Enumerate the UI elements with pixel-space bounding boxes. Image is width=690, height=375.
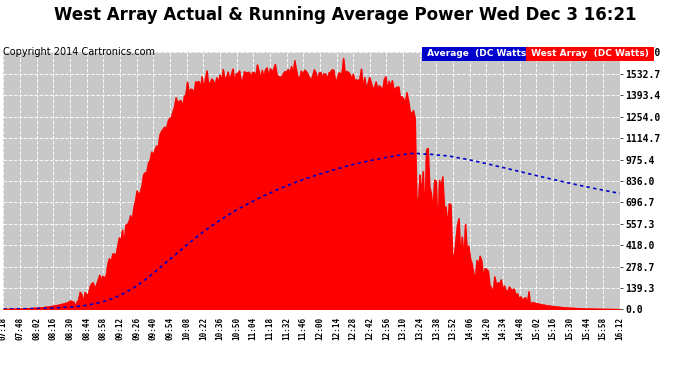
Text: 08:30: 08:30 bbox=[66, 317, 75, 340]
Text: 13:38: 13:38 bbox=[432, 317, 441, 340]
Text: 11:04: 11:04 bbox=[249, 317, 258, 340]
Text: 11:46: 11:46 bbox=[299, 317, 308, 340]
Text: 12:28: 12:28 bbox=[348, 317, 357, 340]
Text: 12:56: 12:56 bbox=[382, 317, 391, 340]
Text: 14:20: 14:20 bbox=[482, 317, 491, 340]
Text: 08:58: 08:58 bbox=[99, 317, 108, 340]
Text: West Array Actual & Running Average Power Wed Dec 3 16:21: West Array Actual & Running Average Powe… bbox=[54, 6, 636, 24]
Text: 09:40: 09:40 bbox=[149, 317, 158, 340]
Text: 14:48: 14:48 bbox=[515, 317, 524, 340]
Text: 13:52: 13:52 bbox=[448, 317, 457, 340]
Text: 15:44: 15:44 bbox=[582, 317, 591, 340]
Text: 15:30: 15:30 bbox=[565, 317, 574, 340]
Text: 13:24: 13:24 bbox=[415, 317, 424, 340]
Text: Copyright 2014 Cartronics.com: Copyright 2014 Cartronics.com bbox=[3, 47, 155, 57]
Text: 08:02: 08:02 bbox=[32, 317, 41, 340]
Text: 16:12: 16:12 bbox=[615, 317, 624, 340]
Text: 12:00: 12:00 bbox=[315, 317, 324, 340]
Text: 15:58: 15:58 bbox=[598, 317, 607, 340]
Text: 15:02: 15:02 bbox=[532, 317, 541, 340]
Text: 10:50: 10:50 bbox=[232, 317, 241, 340]
Text: 14:34: 14:34 bbox=[499, 317, 508, 340]
Text: 10:36: 10:36 bbox=[215, 317, 224, 340]
Text: 10:08: 10:08 bbox=[182, 317, 191, 340]
Text: 11:32: 11:32 bbox=[282, 317, 291, 340]
Text: 10:22: 10:22 bbox=[199, 317, 208, 340]
Text: 09:12: 09:12 bbox=[115, 317, 124, 340]
Text: Average  (DC Watts): Average (DC Watts) bbox=[424, 50, 534, 58]
Text: 08:16: 08:16 bbox=[49, 317, 58, 340]
Text: 07:18: 07:18 bbox=[0, 317, 8, 340]
Text: 09:54: 09:54 bbox=[166, 317, 175, 340]
Text: 07:48: 07:48 bbox=[16, 317, 25, 340]
Text: West Array  (DC Watts): West Array (DC Watts) bbox=[528, 50, 652, 58]
Text: 15:16: 15:16 bbox=[549, 317, 558, 340]
Text: 14:06: 14:06 bbox=[465, 317, 474, 340]
Text: 08:44: 08:44 bbox=[82, 317, 91, 340]
Text: 11:18: 11:18 bbox=[266, 317, 275, 340]
Text: 09:26: 09:26 bbox=[132, 317, 141, 340]
Text: 12:14: 12:14 bbox=[332, 317, 341, 340]
Text: 13:10: 13:10 bbox=[399, 317, 408, 340]
Text: 12:42: 12:42 bbox=[365, 317, 374, 340]
